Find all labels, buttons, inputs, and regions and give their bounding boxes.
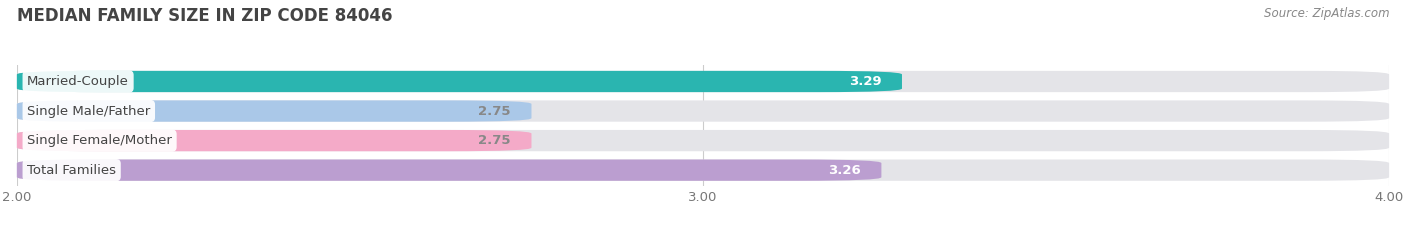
Text: Married-Couple: Married-Couple (27, 75, 129, 88)
Text: Source: ZipAtlas.com: Source: ZipAtlas.com (1264, 7, 1389, 20)
FancyBboxPatch shape (17, 100, 1389, 122)
FancyBboxPatch shape (17, 130, 1389, 151)
FancyBboxPatch shape (17, 100, 531, 122)
Text: 3.26: 3.26 (828, 164, 860, 177)
Text: Total Families: Total Families (27, 164, 117, 177)
Text: 2.75: 2.75 (478, 134, 510, 147)
Text: MEDIAN FAMILY SIZE IN ZIP CODE 84046: MEDIAN FAMILY SIZE IN ZIP CODE 84046 (17, 7, 392, 25)
FancyBboxPatch shape (17, 130, 531, 151)
FancyBboxPatch shape (17, 160, 882, 181)
FancyBboxPatch shape (17, 71, 1389, 92)
Text: Single Male/Father: Single Male/Father (27, 105, 150, 117)
FancyBboxPatch shape (17, 160, 1389, 181)
Text: 3.29: 3.29 (849, 75, 882, 88)
Text: Single Female/Mother: Single Female/Mother (27, 134, 172, 147)
Text: 2.75: 2.75 (478, 105, 510, 117)
FancyBboxPatch shape (17, 71, 903, 92)
